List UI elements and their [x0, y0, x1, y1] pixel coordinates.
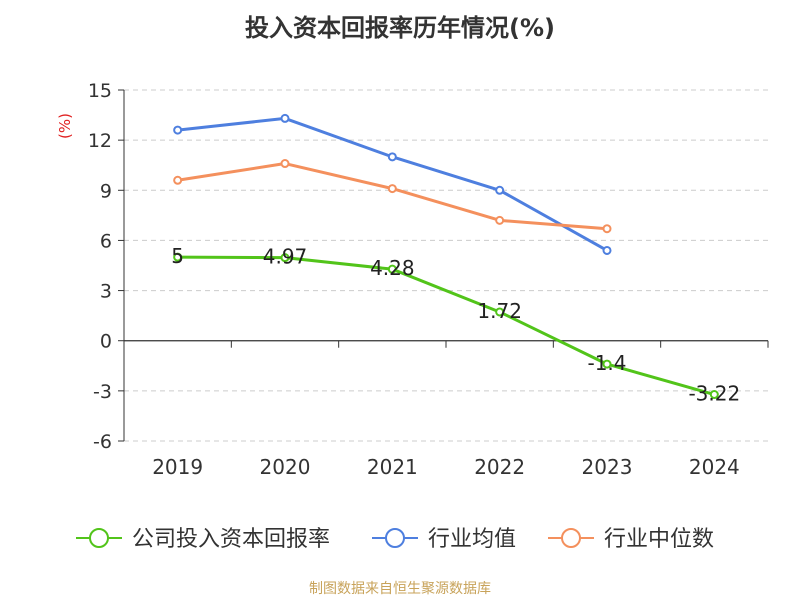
- data-label: 4.97: [263, 245, 308, 269]
- y-tick-label: -3: [93, 381, 112, 403]
- x-tick-label: 2020: [260, 455, 311, 479]
- y-tick-label: 9: [100, 180, 112, 202]
- data-point: [387, 184, 397, 194]
- y-tick-label: 15: [88, 80, 112, 102]
- legend-marker: [561, 528, 581, 548]
- data-label: -3.22: [688, 382, 740, 406]
- data-label: -1.4: [587, 351, 626, 375]
- data-point: [173, 252, 183, 262]
- source-footer: 制图数据来自恒生聚源数据库: [309, 581, 491, 597]
- data-point: [495, 307, 505, 317]
- data-point: [602, 224, 612, 234]
- data-point: [280, 113, 290, 123]
- legend-marker: [385, 528, 405, 548]
- legend-label: 行业中位数: [604, 527, 714, 552]
- x-tick-label: 2019: [152, 455, 203, 479]
- data-point: [173, 125, 183, 135]
- data-label: 1.72: [477, 299, 522, 323]
- data-point: [280, 159, 290, 169]
- chart-title: 投入资本回报率历年情况(%): [245, 14, 555, 42]
- data-point: [495, 215, 505, 225]
- data-point: [709, 390, 719, 400]
- data-label: 5: [171, 244, 184, 268]
- data-point: [495, 185, 505, 195]
- legend-marker: [89, 528, 109, 548]
- data-point: [602, 245, 612, 255]
- y-tick-label: -6: [93, 431, 112, 453]
- y-tick-label: 0: [100, 331, 112, 353]
- data-point: [280, 253, 290, 263]
- series-line: [177, 255, 715, 396]
- x-tick-label: 2021: [367, 455, 418, 479]
- data-label: 4.28: [370, 256, 415, 280]
- data-point: [387, 264, 397, 274]
- x-tick-label: 2024: [689, 455, 740, 479]
- y-tick-label: 12: [88, 130, 112, 152]
- series-line: [177, 162, 608, 231]
- y-axis-label: (%): [56, 113, 74, 139]
- legend-label: 行业均值: [428, 527, 516, 552]
- data-point: [602, 359, 612, 369]
- y-tick-label: 6: [100, 230, 112, 252]
- data-point: [173, 175, 183, 185]
- legend-label: 公司投入资本回报率: [132, 527, 330, 552]
- x-tick-label: 2022: [474, 455, 525, 479]
- y-tick-label: 3: [100, 281, 112, 303]
- x-tick-label: 2023: [582, 455, 633, 479]
- data-point: [387, 152, 397, 162]
